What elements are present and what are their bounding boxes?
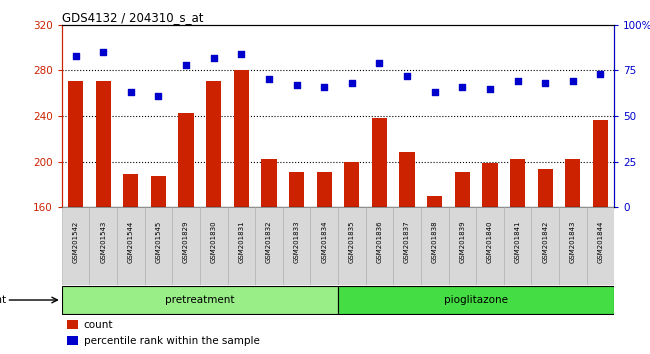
Bar <box>289 172 304 207</box>
Text: GSM201838: GSM201838 <box>432 221 437 263</box>
Bar <box>510 159 525 207</box>
Bar <box>179 113 194 207</box>
Text: pretreatment: pretreatment <box>165 295 235 305</box>
Bar <box>476 207 504 285</box>
Bar <box>586 207 614 285</box>
Point <box>181 62 191 68</box>
Point <box>346 80 357 86</box>
Bar <box>311 207 338 285</box>
Text: GSM201832: GSM201832 <box>266 221 272 263</box>
Bar <box>566 159 580 207</box>
Bar <box>421 207 448 285</box>
Point <box>319 84 330 90</box>
Text: GSM201545: GSM201545 <box>155 221 161 263</box>
Text: count: count <box>84 320 113 330</box>
Bar <box>593 120 608 207</box>
Bar <box>338 286 614 314</box>
Text: GSM201844: GSM201844 <box>597 221 603 263</box>
Text: GSM201543: GSM201543 <box>100 221 106 263</box>
Point <box>291 82 302 88</box>
Bar <box>372 118 387 207</box>
Bar <box>68 320 79 329</box>
Bar <box>62 207 90 285</box>
Text: GSM201841: GSM201841 <box>515 221 521 263</box>
Text: percentile rank within the sample: percentile rank within the sample <box>84 336 260 346</box>
Text: GSM201834: GSM201834 <box>321 221 327 263</box>
Bar <box>538 170 552 207</box>
Point <box>209 55 219 61</box>
Text: GDS4132 / 204310_s_at: GDS4132 / 204310_s_at <box>62 11 203 24</box>
Bar <box>200 207 227 285</box>
Text: GSM201829: GSM201829 <box>183 221 189 263</box>
Point <box>98 49 109 55</box>
Text: GSM201542: GSM201542 <box>73 221 79 263</box>
Bar <box>90 207 117 285</box>
Bar <box>365 207 393 285</box>
Point <box>595 71 606 77</box>
Point <box>374 60 385 66</box>
Point <box>485 86 495 91</box>
Point <box>70 53 81 59</box>
Bar <box>338 207 365 285</box>
Bar <box>68 81 83 207</box>
Text: GSM201836: GSM201836 <box>376 221 382 263</box>
Point <box>540 80 551 86</box>
Bar <box>234 70 249 207</box>
Bar <box>427 196 442 207</box>
Text: GSM201837: GSM201837 <box>404 221 410 263</box>
Point <box>236 51 246 57</box>
Bar <box>124 174 138 207</box>
Bar <box>62 286 338 314</box>
Text: GSM201842: GSM201842 <box>542 221 548 263</box>
Point <box>430 90 440 95</box>
Bar <box>482 162 497 207</box>
Text: GSM201840: GSM201840 <box>487 221 493 263</box>
Bar <box>144 207 172 285</box>
Point <box>512 79 523 84</box>
Bar <box>317 172 332 207</box>
Bar <box>393 207 421 285</box>
Bar <box>206 81 221 207</box>
Bar <box>559 207 586 285</box>
Bar <box>400 152 415 207</box>
Point <box>153 93 164 99</box>
Point <box>125 90 136 95</box>
Bar <box>255 207 283 285</box>
Text: GSM201843: GSM201843 <box>570 221 576 263</box>
Bar <box>344 161 359 207</box>
Bar <box>455 172 470 207</box>
Text: GSM201835: GSM201835 <box>349 221 355 263</box>
Text: GSM201544: GSM201544 <box>128 221 134 263</box>
Text: GSM201839: GSM201839 <box>460 221 465 263</box>
Point <box>457 84 467 90</box>
Point <box>567 79 578 84</box>
Text: GSM201831: GSM201831 <box>239 221 244 263</box>
Text: agent: agent <box>0 295 6 305</box>
Bar <box>227 207 255 285</box>
Bar <box>68 336 79 345</box>
Point <box>402 73 412 79</box>
Bar <box>261 159 276 207</box>
Bar <box>504 207 532 285</box>
Bar <box>151 176 166 207</box>
Bar <box>283 207 311 285</box>
Text: GSM201833: GSM201833 <box>294 221 300 263</box>
Point <box>264 76 274 82</box>
Text: GSM201830: GSM201830 <box>211 221 216 263</box>
Bar <box>448 207 476 285</box>
Bar <box>172 207 200 285</box>
Text: pioglitazone: pioglitazone <box>444 295 508 305</box>
Bar <box>96 81 111 207</box>
Bar <box>532 207 559 285</box>
Bar <box>117 207 144 285</box>
